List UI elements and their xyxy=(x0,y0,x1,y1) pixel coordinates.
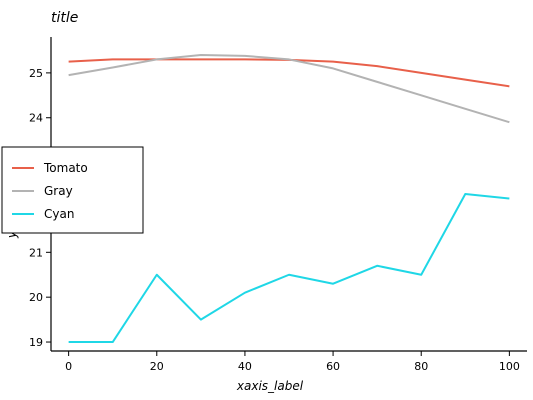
x-tick-label: 60 xyxy=(326,360,340,373)
x-axis-title: xaxis_label xyxy=(236,379,304,393)
legend: Tomato Gray Cyan xyxy=(1,146,144,234)
y-tick-label: 21 xyxy=(29,246,43,259)
y-tick-label: 20 xyxy=(29,291,43,304)
legend-label: Cyan xyxy=(44,207,74,221)
series-line-gray xyxy=(68,53,510,124)
y-tick-label: 25 xyxy=(29,67,43,80)
x-tick-label: 100 xyxy=(499,360,520,373)
legend-label: Tomato xyxy=(43,161,88,175)
chart-title: title xyxy=(51,10,78,26)
y-tick-label: 24 xyxy=(29,112,43,125)
legend-label: Gray xyxy=(44,184,73,198)
x-axis: 0 20 40 60 80 100 xyxy=(65,351,520,373)
x-tick-label: 0 xyxy=(65,360,72,373)
x-tick-label: 20 xyxy=(150,360,164,373)
series-lines xyxy=(68,53,510,344)
y-tick-label: 19 xyxy=(29,336,43,349)
x-tick-label: 40 xyxy=(238,360,252,373)
series-line-cyan xyxy=(68,193,510,344)
x-tick-label: 80 xyxy=(414,360,428,373)
